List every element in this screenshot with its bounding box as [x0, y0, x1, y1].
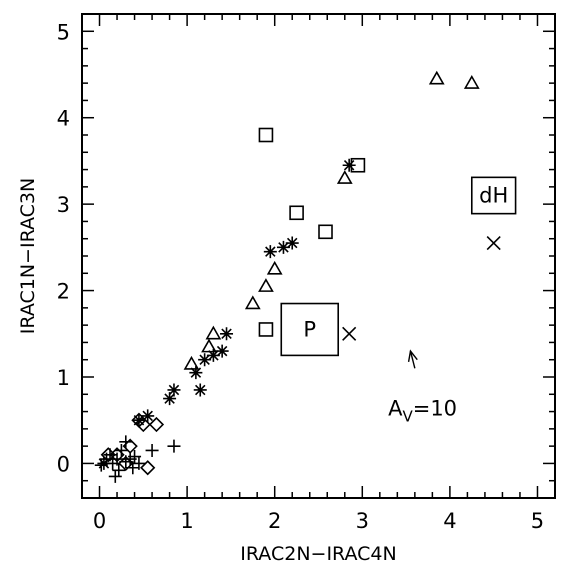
plus-marker — [167, 439, 181, 453]
asterisk-marker — [167, 383, 181, 397]
plus-marker — [108, 469, 122, 483]
triangle-marker — [336, 170, 353, 184]
asterisk-marker — [206, 348, 220, 362]
x-axis-title: IRAC2N−IRAC4N — [240, 543, 396, 565]
y-axis-title: IRAC1N−IRAC3N — [17, 178, 39, 334]
asterisk-marker — [193, 383, 207, 397]
triangle-marker — [428, 70, 445, 85]
y-tick-label: 4 — [57, 107, 70, 131]
reddening-vector-shaft — [409, 350, 416, 369]
asterisk-marker — [198, 353, 212, 367]
diamond-marker — [122, 438, 138, 454]
square-marker — [318, 224, 333, 240]
region-box — [280, 302, 340, 357]
asterisk-marker — [163, 392, 177, 406]
square-marker — [258, 127, 274, 143]
x-tick-label: 4 — [443, 509, 456, 533]
plus-marker — [145, 443, 159, 457]
x-tick-label: 2 — [268, 509, 281, 533]
triangle-marker — [201, 338, 217, 353]
plus-marker — [112, 463, 126, 477]
plus-marker — [110, 452, 124, 466]
square-marker — [258, 322, 274, 337]
y-tick-label: 1 — [57, 366, 70, 390]
plus-marker — [119, 435, 133, 449]
cross-marker — [342, 326, 357, 341]
asterisk-marker — [97, 456, 111, 470]
cross-marker — [486, 235, 501, 251]
diamond-marker — [109, 447, 125, 463]
region-box — [470, 176, 517, 215]
x-tick-label: 3 — [356, 509, 369, 533]
square-marker — [350, 157, 366, 173]
triangle-marker — [244, 295, 261, 310]
reddening-vector-head — [407, 349, 418, 363]
triangle-marker — [205, 325, 222, 340]
region-box-label: dH — [479, 184, 508, 208]
plus-marker — [114, 443, 128, 457]
diamond-marker — [118, 455, 134, 472]
triangle-marker — [266, 260, 283, 275]
x-tick-label: 5 — [531, 509, 544, 533]
triangle-marker — [463, 75, 480, 89]
asterisk-marker — [263, 245, 277, 259]
x-tick-label: 1 — [180, 509, 193, 533]
plus-marker — [132, 456, 146, 470]
square-marker — [289, 205, 304, 221]
reddening-vector-label: AV=10 — [388, 396, 457, 425]
region-box-label: P — [303, 317, 316, 341]
asterisk-marker — [276, 240, 290, 254]
asterisk-marker — [215, 344, 229, 358]
y-tick-label: 2 — [57, 280, 70, 304]
asterisk-marker — [342, 158, 356, 172]
asterisk-marker — [285, 236, 299, 250]
diamond-marker — [140, 460, 156, 476]
y-tick-label: 0 — [57, 452, 70, 476]
asterisk-marker — [132, 413, 146, 427]
asterisk-marker — [141, 409, 155, 423]
diamond-marker — [148, 416, 165, 433]
plot-frame — [81, 13, 556, 499]
y-tick-label: 5 — [57, 20, 70, 44]
asterisk-marker — [189, 366, 203, 380]
plus-marker — [128, 450, 142, 464]
y-tick-label: 3 — [57, 193, 70, 217]
asterisk-marker — [220, 327, 234, 341]
x-tick-label: 0 — [93, 509, 106, 533]
triangle-marker — [183, 355, 200, 370]
triangle-marker — [258, 278, 274, 292]
